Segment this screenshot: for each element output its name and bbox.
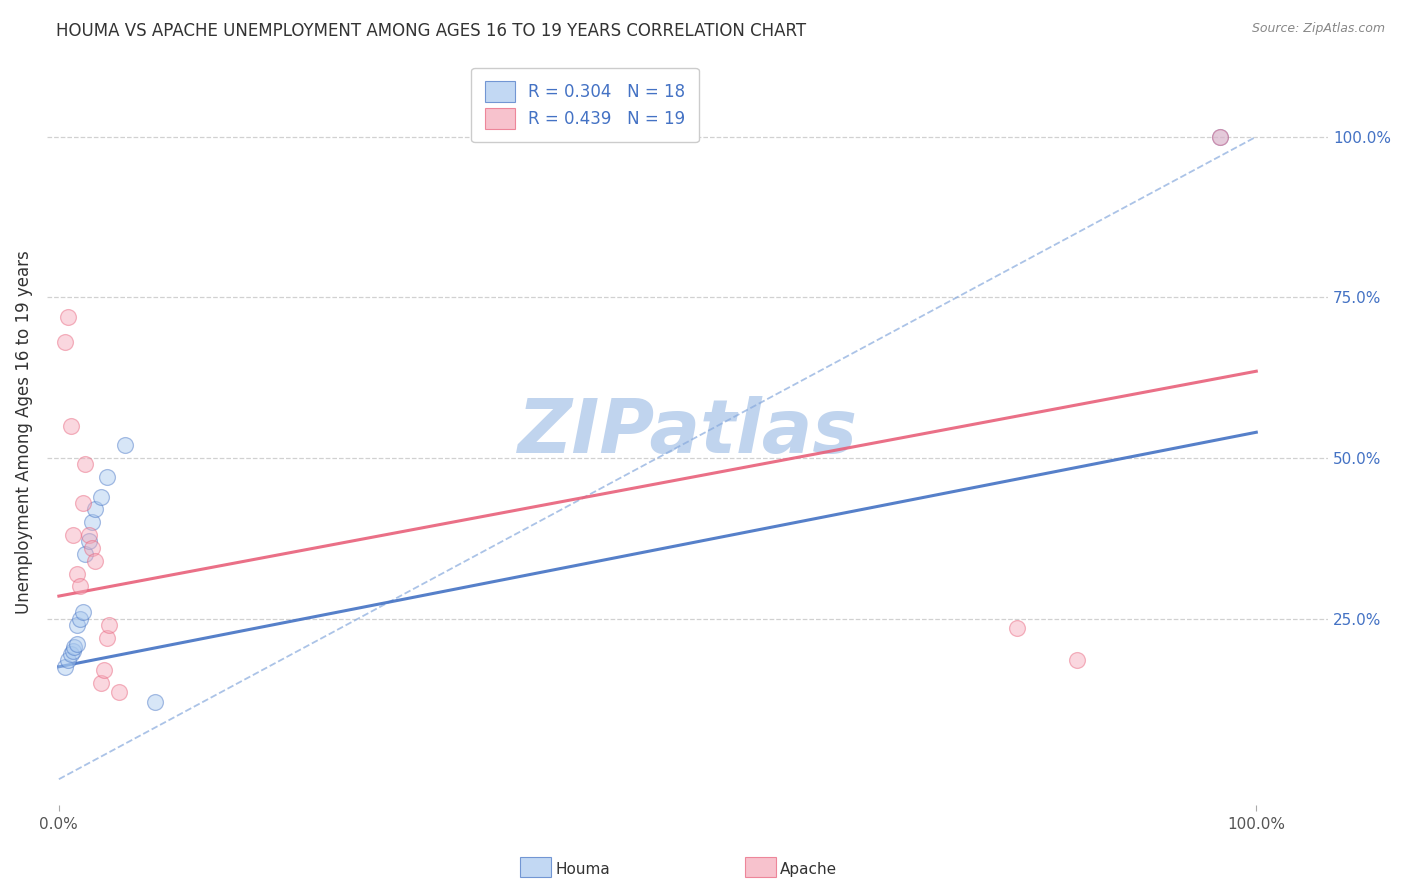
Point xyxy=(58,653,80,667)
Point xyxy=(90,490,112,504)
Point xyxy=(77,528,100,542)
Point xyxy=(69,611,91,625)
Point xyxy=(96,631,118,645)
Point xyxy=(96,470,118,484)
Point xyxy=(59,418,82,433)
Point xyxy=(1005,621,1028,635)
Point xyxy=(58,310,80,324)
Point xyxy=(72,605,94,619)
Point xyxy=(62,643,84,657)
Point xyxy=(107,685,129,699)
Y-axis label: Unemployment Among Ages 16 to 19 years: Unemployment Among Ages 16 to 19 years xyxy=(15,251,32,614)
Text: HOUMA VS APACHE UNEMPLOYMENT AMONG AGES 16 TO 19 YEARS CORRELATION CHART: HOUMA VS APACHE UNEMPLOYMENT AMONG AGES … xyxy=(56,22,807,40)
Point xyxy=(98,618,121,632)
Point xyxy=(83,554,105,568)
Point xyxy=(82,515,104,529)
Text: ZIPatlas: ZIPatlas xyxy=(517,396,858,469)
Point xyxy=(82,541,104,555)
Point xyxy=(53,659,76,673)
Point xyxy=(83,502,105,516)
Point xyxy=(1209,129,1232,144)
Point xyxy=(77,534,100,549)
Point xyxy=(72,496,94,510)
Point xyxy=(66,637,89,651)
Point xyxy=(69,579,91,593)
Point xyxy=(143,695,166,709)
Point xyxy=(66,566,89,581)
Point xyxy=(90,675,112,690)
Point xyxy=(1066,653,1088,667)
Text: Houma: Houma xyxy=(555,863,610,877)
Point xyxy=(114,438,136,452)
Point xyxy=(66,618,89,632)
Point xyxy=(1209,129,1232,144)
Point xyxy=(75,458,97,472)
Legend: R = 0.304   N = 18, R = 0.439   N = 19: R = 0.304 N = 18, R = 0.439 N = 19 xyxy=(471,68,699,142)
Point xyxy=(75,547,97,561)
Point xyxy=(63,640,86,655)
Point xyxy=(93,663,115,677)
Text: Apache: Apache xyxy=(780,863,838,877)
Point xyxy=(62,528,84,542)
Point xyxy=(59,647,82,661)
Text: Source: ZipAtlas.com: Source: ZipAtlas.com xyxy=(1251,22,1385,36)
Point xyxy=(53,335,76,350)
